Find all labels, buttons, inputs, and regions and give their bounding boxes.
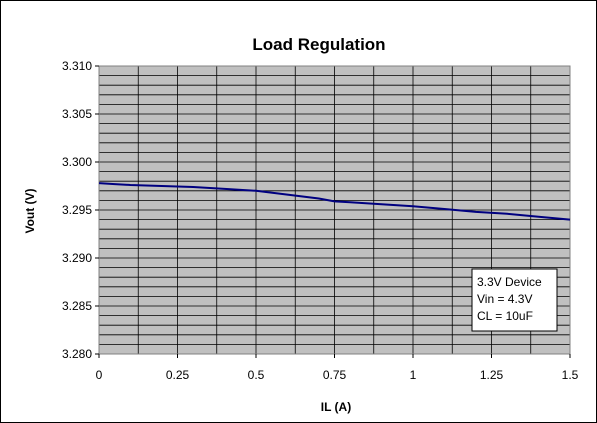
y-tick-label: 3.300 [62,155,92,169]
y-axis-label: Vout (V) [23,188,37,233]
x-tick-label: 0.25 [166,368,190,382]
y-tick-label: 3.280 [62,347,92,361]
x-tick-label: 1 [410,368,417,382]
chart-title: Load Regulation [252,35,385,54]
annotation-background [471,268,558,332]
x-tick-label: 1.25 [480,368,504,382]
series-group [98,182,571,221]
x-tick-label: 0 [96,368,103,382]
y-tick-label: 3.305 [62,107,92,121]
x-tick-label: 1.5 [562,368,579,382]
y-tick-label: 3.295 [62,203,92,217]
annotation-line: Vin = 4.3V [477,292,533,306]
annotation-box: 3.3V Device Vin = 4.3V CL = 10uF [471,268,558,332]
annotation-line: 3.3V Device [477,275,542,289]
x-tick-label: 0.5 [248,368,265,382]
y-tick-label: 3.310 [62,59,92,73]
annotation-line: CL = 10uF [477,309,533,323]
series-line [98,182,571,221]
y-tick-label: 3.285 [62,299,92,313]
x-axis-ticks: 0 0.25 0.5 0.75 1 1.25 1.5 [96,354,579,382]
x-tick-label: 0.75 [323,368,347,382]
y-tick-label: 3.290 [62,251,92,265]
x-axis-label: IL (A) [321,400,351,414]
y-axis-ticks: 3.280 3.285 3.290 3.295 3.300 3.305 3.310 [62,59,99,361]
